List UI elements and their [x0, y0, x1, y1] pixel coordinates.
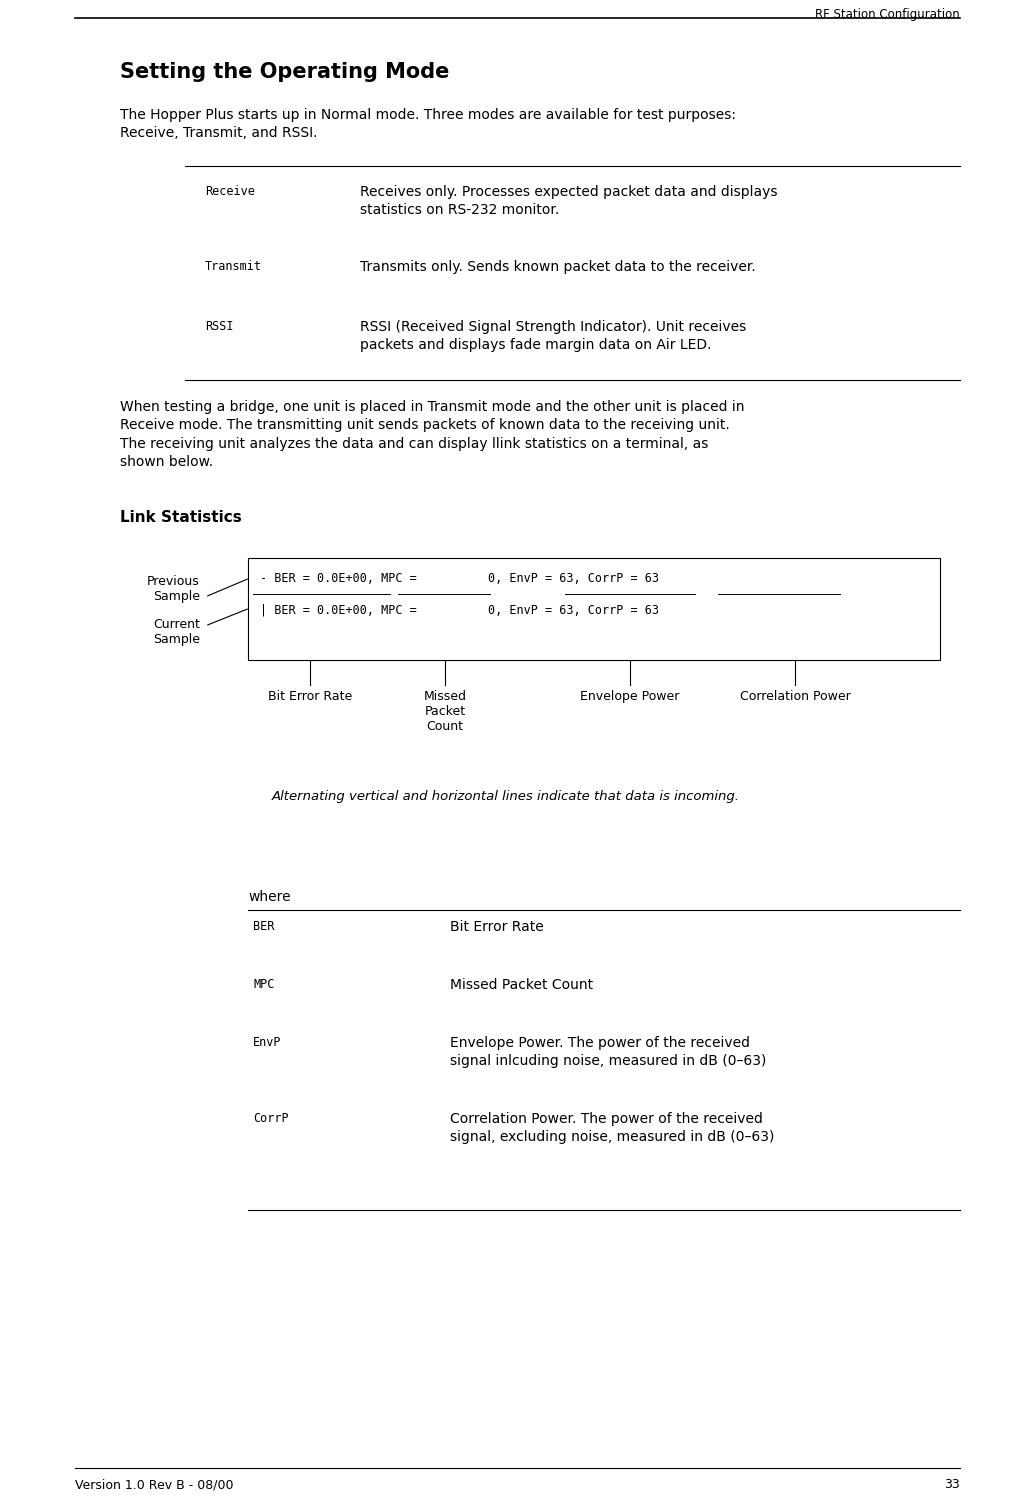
- Text: Envelope Power. The power of the received
signal inlcuding noise, measured in dB: Envelope Power. The power of the receive…: [450, 1037, 767, 1068]
- Text: RSSI: RSSI: [205, 321, 234, 333]
- Text: Current
Sample: Current Sample: [153, 619, 200, 646]
- Text: Bit Error Rate: Bit Error Rate: [450, 920, 544, 933]
- Text: 33: 33: [944, 1479, 960, 1491]
- Text: | BER = 0.0E+00, MPC =          0, EnvP = 63, CorrP = 63: | BER = 0.0E+00, MPC = 0, EnvP = 63, Cor…: [260, 604, 659, 617]
- Text: CorrP: CorrP: [253, 1112, 289, 1125]
- Text: Receive: Receive: [205, 184, 255, 198]
- Text: - BER = 0.0E+00, MPC =          0, EnvP = 63, CorrP = 63: - BER = 0.0E+00, MPC = 0, EnvP = 63, Cor…: [260, 572, 659, 586]
- Text: Transmits only. Sends known packet data to the receiver.: Transmits only. Sends known packet data …: [360, 261, 756, 274]
- Text: EnvP: EnvP: [253, 1037, 282, 1049]
- Bar: [248, 557, 940, 661]
- Text: MPC: MPC: [253, 978, 275, 992]
- Text: Link Statistics: Link Statistics: [120, 509, 242, 524]
- Text: RF Station Configuration: RF Station Configuration: [815, 7, 960, 21]
- Text: Missed
Packet
Count: Missed Packet Count: [423, 691, 467, 733]
- Text: Setting the Operating Mode: Setting the Operating Mode: [120, 61, 450, 82]
- Text: When testing a bridge, one unit is placed in Transmit mode and the other unit is: When testing a bridge, one unit is place…: [120, 400, 745, 469]
- Text: Envelope Power: Envelope Power: [580, 691, 680, 703]
- Text: Receives only. Processes expected packet data and displays
statistics on RS-232 : Receives only. Processes expected packet…: [360, 184, 778, 217]
- Text: Alternating vertical and horizontal lines indicate that data is incoming.: Alternating vertical and horizontal line…: [272, 789, 741, 803]
- Text: where: where: [248, 890, 291, 903]
- Text: Previous
Sample: Previous Sample: [147, 575, 200, 604]
- Text: Bit Error Rate: Bit Error Rate: [267, 691, 353, 703]
- Text: Version 1.0 Rev B - 08/00: Version 1.0 Rev B - 08/00: [75, 1479, 234, 1491]
- Text: Transmit: Transmit: [205, 261, 262, 273]
- Text: The Hopper Plus starts up in Normal mode. Three modes are available for test pur: The Hopper Plus starts up in Normal mode…: [120, 108, 736, 141]
- Text: Missed Packet Count: Missed Packet Count: [450, 978, 594, 992]
- Text: Correlation Power. The power of the received
signal, excluding noise, measured i: Correlation Power. The power of the rece…: [450, 1112, 774, 1144]
- Text: Correlation Power: Correlation Power: [739, 691, 850, 703]
- Text: RSSI (Received Signal Strength Indicator). Unit receives
packets and displays fa: RSSI (Received Signal Strength Indicator…: [360, 321, 747, 352]
- Text: BER: BER: [253, 920, 275, 933]
